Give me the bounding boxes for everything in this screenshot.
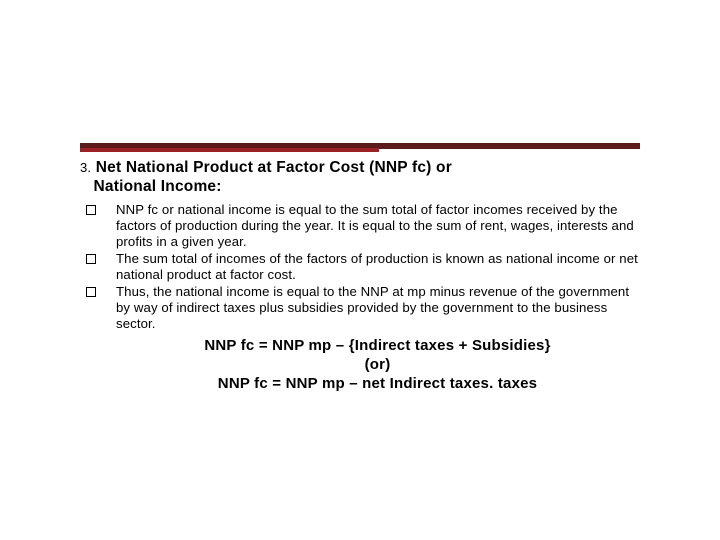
heading-line2: National Income: <box>94 178 222 195</box>
divider-group <box>80 143 640 152</box>
formula-line2: (or) <box>365 356 391 373</box>
formula-line1: NNP fc = NNP mp – {Indirect taxes + Subs… <box>204 337 550 354</box>
heading: 3. Net National Product at Factor Cost (… <box>80 158 645 197</box>
bullet-marker-icon <box>86 254 96 264</box>
heading-line1: Net National Product at Factor Cost (NNP… <box>96 159 452 176</box>
slide-content: 3. Net National Product at Factor Cost (… <box>80 158 645 393</box>
bullet-text: NNP fc or national income is equal to th… <box>116 202 645 250</box>
list-item: The sum total of incomes of the factors … <box>86 251 645 283</box>
bullet-text: The sum total of incomes of the factors … <box>116 251 645 283</box>
bullet-list: NNP fc or national income is equal to th… <box>86 202 645 333</box>
divider-red <box>80 148 379 152</box>
bullet-marker-icon <box>86 287 96 297</box>
list-item: NNP fc or national income is equal to th… <box>86 202 645 250</box>
formula-block: NNP fc = NNP mp – {Indirect taxes + Subs… <box>110 336 645 394</box>
bullet-text: Thus, the national income is equal to th… <box>116 284 645 332</box>
heading-number: 3. <box>80 160 91 175</box>
formula-line3: NNP fc = NNP mp – net Indirect taxes. ta… <box>218 375 537 392</box>
bullet-marker-icon <box>86 205 96 215</box>
list-item: Thus, the national income is equal to th… <box>86 284 645 332</box>
